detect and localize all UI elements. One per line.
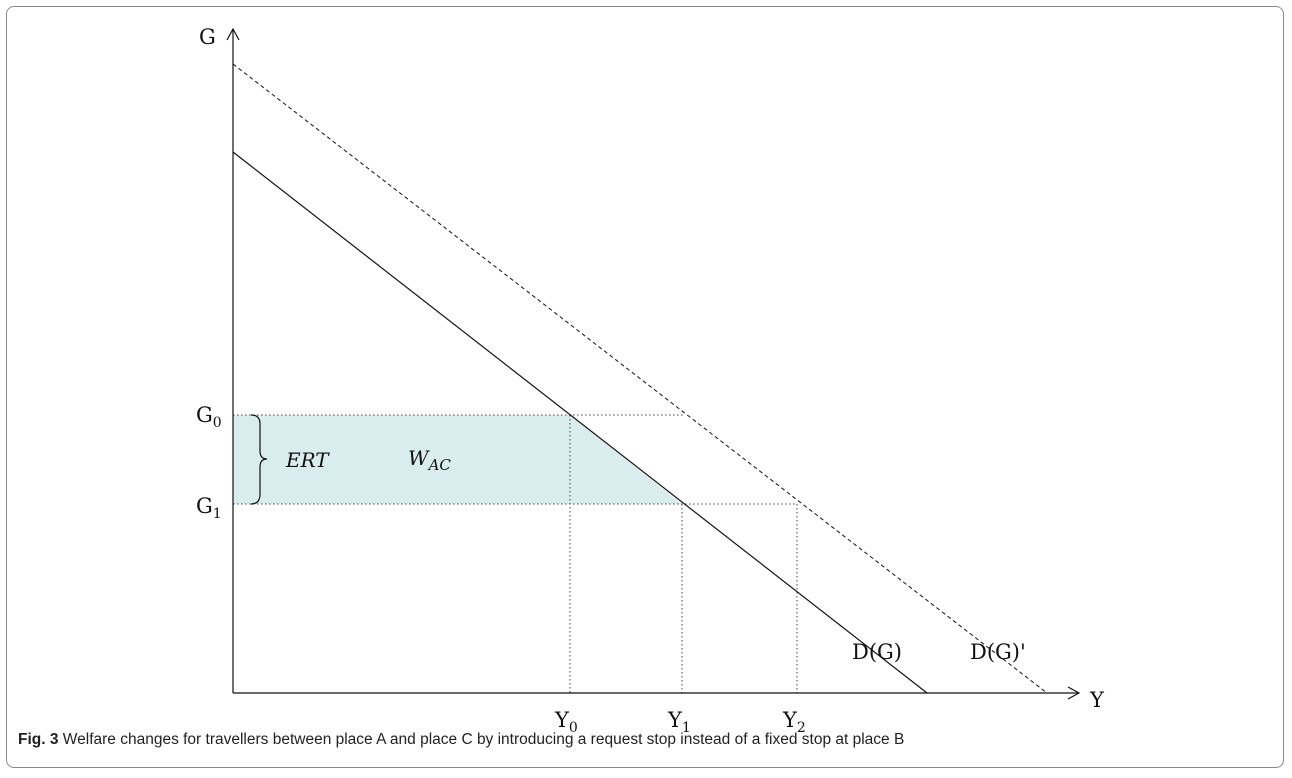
y-axis-label: G (199, 25, 216, 49)
y0-base: Y (554, 708, 570, 732)
welfare-sub: AC (427, 456, 452, 474)
y-axis-arrowhead (226, 27, 240, 41)
figure-caption: Fig. 3 Welfare changes for travellers be… (18, 731, 1278, 749)
g0-base: G (196, 403, 213, 427)
demand-shifted-curve-line (232, 63, 1048, 694)
x-axis-arrowhead (1067, 686, 1081, 700)
demand-curve-line (232, 151, 928, 694)
y2-base: Y (782, 708, 798, 732)
reference-lines (233, 414, 798, 693)
g1-tick-label: G1 (196, 494, 222, 522)
g0-sub: 0 (213, 415, 222, 431)
g1-sub: 1 (213, 506, 222, 522)
caption-label: Fig. 3 (18, 731, 59, 748)
y0-tick-label: Y0 (554, 708, 578, 736)
y0-sub: 0 (569, 720, 578, 736)
demand-curve-label: D(G) (852, 640, 902, 664)
ert-brace (250, 414, 268, 505)
y2-sub: 2 (797, 720, 806, 736)
welfare-base: W (408, 446, 430, 470)
y1-tick-label: Y1 (667, 708, 691, 736)
welfare-area-wac (233, 415, 682, 504)
axes (226, 27, 1081, 700)
y1-base: Y (667, 708, 683, 732)
figure-frame (6, 6, 1284, 768)
g0-tick-label: G0 (196, 403, 222, 431)
demand-shifted-curve-label: D(G)' (970, 640, 1026, 664)
x-axis-label: Y (1089, 688, 1105, 712)
ert-label: ERT (285, 448, 330, 472)
welfare-wac-label: WAC (408, 446, 451, 474)
g1-base: G (196, 494, 213, 518)
caption-text: Welfare changes for travellers between p… (58, 731, 905, 748)
y2-tick-label: Y2 (782, 708, 806, 736)
y1-sub: 1 (682, 720, 691, 736)
